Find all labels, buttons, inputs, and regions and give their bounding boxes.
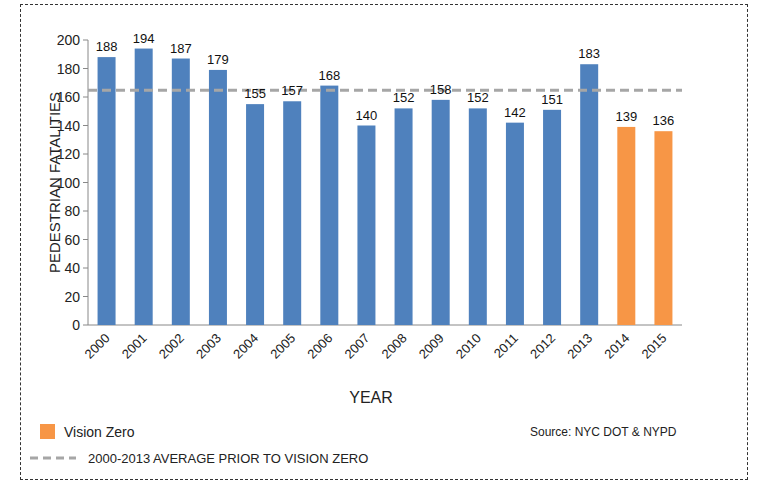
bar (320, 86, 338, 325)
x-tick-label: 2015 (639, 331, 670, 362)
data-label: 155 (244, 86, 266, 101)
frame (20, 4, 748, 480)
legend-swatch (40, 424, 55, 439)
data-label: 187 (170, 41, 192, 56)
legend-label: Vision Zero (64, 424, 135, 440)
y-tick-label: 40 (64, 260, 80, 276)
bar (617, 127, 635, 325)
bar (357, 126, 375, 326)
y-tick (83, 239, 88, 240)
chart: 0204060801001201401601802001881941871791… (0, 0, 767, 488)
y-tick (83, 182, 88, 183)
bar (469, 108, 487, 325)
x-tick-label: 2010 (453, 331, 484, 362)
data-label: 179 (207, 52, 229, 67)
legend-label: 2000-2013 AVERAGE PRIOR TO VISION ZERO (88, 451, 368, 466)
bar (395, 108, 413, 325)
bar (506, 123, 524, 325)
data-label: 139 (615, 109, 637, 124)
y-tick-label: 0 (72, 317, 80, 333)
y-tick (83, 68, 88, 69)
y-tick (83, 211, 88, 212)
y-tick (83, 97, 88, 98)
x-axis-label: YEAR (349, 389, 393, 406)
bar (172, 59, 190, 325)
y-tick-label: 60 (64, 232, 80, 248)
y-tick-label: 80 (64, 203, 80, 219)
data-label: 188 (96, 39, 118, 54)
y-axis-label: PEDESTRIAN FATALITIES (46, 92, 63, 273)
data-label: 152 (467, 90, 489, 105)
y-tick-label: 200 (57, 32, 81, 48)
y-tick-label: 20 (64, 289, 80, 305)
bar (98, 57, 116, 325)
y-tick (83, 154, 88, 155)
data-label: 142 (504, 105, 526, 120)
bar (580, 64, 598, 325)
x-tick-label: 2012 (527, 331, 558, 362)
bar (654, 131, 672, 325)
y-tick (83, 125, 88, 126)
data-label: 140 (356, 108, 378, 123)
x-tick-label: 2002 (156, 331, 187, 362)
x-tick-label: 2008 (379, 331, 410, 362)
x-tick-label: 2006 (304, 331, 335, 362)
data-label: 152 (393, 90, 415, 105)
bar (246, 104, 264, 325)
x-tick-label: 2000 (82, 331, 113, 362)
y-tick-label: 180 (57, 61, 81, 77)
data-label: 183 (578, 46, 600, 61)
x-tick-label: 2005 (267, 331, 298, 362)
x-tick-label: 2011 (491, 331, 521, 361)
x-tick-label: 2014 (601, 331, 632, 362)
bar (432, 100, 450, 325)
data-label: 158 (430, 82, 452, 97)
data-label: 194 (133, 31, 155, 46)
data-label: 136 (653, 113, 675, 128)
y-tick (83, 325, 88, 326)
x-tick-label: 2004 (230, 331, 261, 362)
y-tick (83, 40, 88, 41)
legend-line (30, 457, 76, 460)
bar (543, 110, 561, 325)
y-axis (88, 40, 89, 325)
x-tick-label: 2001 (119, 331, 150, 362)
source: Source: NYC DOT & NYPD (530, 425, 677, 439)
y-tick (83, 296, 88, 297)
data-label: 157 (281, 83, 303, 98)
data-label: 168 (318, 68, 340, 83)
x-tick-label: 2003 (193, 331, 224, 362)
x-tick-label: 2007 (342, 331, 373, 362)
y-tick (83, 268, 88, 269)
x-tick-label: 2009 (416, 331, 447, 362)
bar (209, 70, 227, 325)
bar (283, 101, 301, 325)
average-line (88, 89, 682, 92)
data-label: 151 (541, 92, 563, 107)
x-tick-label: 2013 (564, 331, 595, 362)
